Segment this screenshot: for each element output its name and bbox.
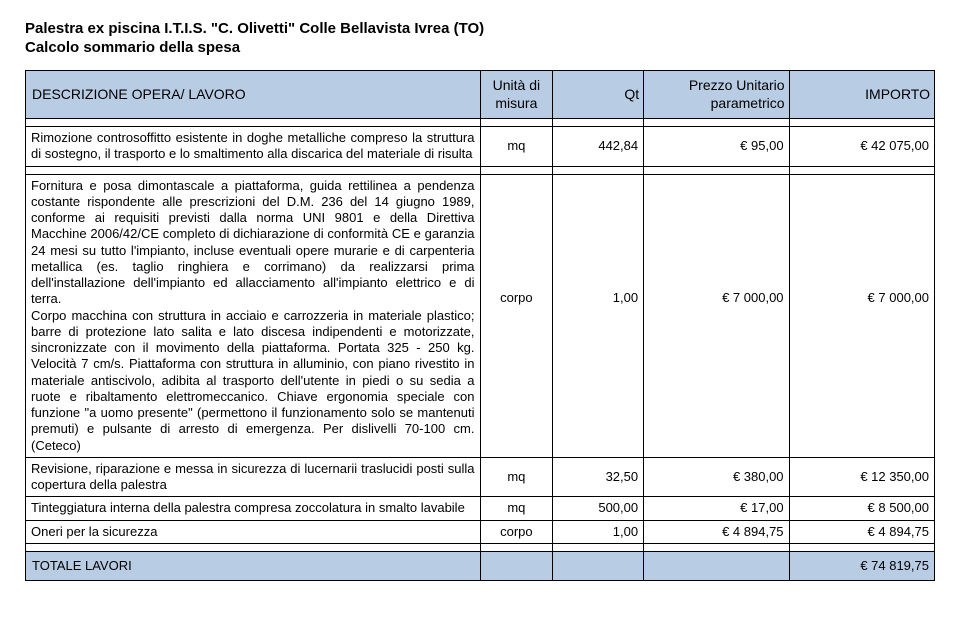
spacer-row xyxy=(26,166,935,174)
cell-desc: Oneri per la sicurezza xyxy=(26,520,481,543)
cell-qt: 500,00 xyxy=(553,497,644,520)
col-imp: IMPORTO xyxy=(789,71,934,119)
cell-unit: mq xyxy=(480,497,553,520)
doc-title: Palestra ex piscina I.T.I.S. "C. Olivett… xyxy=(25,20,935,37)
cell-imp: € 12 350,00 xyxy=(789,457,934,497)
cell-desc: Fornitura e posa dimontascale a piattafo… xyxy=(26,174,481,457)
col-qt: Qt xyxy=(553,71,644,119)
table-row: Oneri per la sicurezza corpo 1,00 € 4 89… xyxy=(26,520,935,543)
cell-price: € 4 894,75 xyxy=(644,520,789,543)
spacer-row xyxy=(26,119,935,127)
table-row: Revisione, riparazione e messa in sicure… xyxy=(26,457,935,497)
cell-qt: 1,00 xyxy=(553,174,644,457)
cell-qt: 32,50 xyxy=(553,457,644,497)
table-row: Tinteggiatura interna della palestra com… xyxy=(26,497,935,520)
spacer-row xyxy=(26,543,935,551)
cell-unit: mq xyxy=(480,127,553,167)
table-row: Fornitura e posa dimontascale a piattafo… xyxy=(26,174,935,457)
cell-qt: 442,84 xyxy=(553,127,644,167)
cell-desc: Revisione, riparazione e messa in sicure… xyxy=(26,457,481,497)
doc-subtitle: Calcolo sommario della spesa xyxy=(25,39,935,56)
col-unit: Unità di misura xyxy=(480,71,553,119)
total-empty xyxy=(644,551,789,580)
cell-imp: € 8 500,00 xyxy=(789,497,934,520)
cell-price: € 17,00 xyxy=(644,497,789,520)
cell-desc: Rimozione controsoffitto esistente in do… xyxy=(26,127,481,167)
col-price-l1: Prezzo Unitario xyxy=(689,77,785,93)
table-row: Rimozione controsoffitto esistente in do… xyxy=(26,127,935,167)
cell-price: € 380,00 xyxy=(644,457,789,497)
cell-price: € 95,00 xyxy=(644,127,789,167)
col-unit-l2: misura xyxy=(495,95,537,111)
col-price-l2: parametrico xyxy=(711,95,785,111)
total-empty xyxy=(553,551,644,580)
cell-imp: € 7 000,00 xyxy=(789,174,934,457)
total-empty xyxy=(480,551,553,580)
total-value: € 74 819,75 xyxy=(789,551,934,580)
col-desc: DESCRIZIONE OPERA/ LAVORO xyxy=(26,71,481,119)
col-unit-l1: Unità di xyxy=(493,77,540,93)
cell-price: € 7 000,00 xyxy=(644,174,789,457)
total-row: TOTALE LAVORI € 74 819,75 xyxy=(26,551,935,580)
cell-unit: corpo xyxy=(480,174,553,457)
cell-imp: € 42 075,00 xyxy=(789,127,934,167)
cell-desc: Tinteggiatura interna della palestra com… xyxy=(26,497,481,520)
cost-table: DESCRIZIONE OPERA/ LAVORO Unità di misur… xyxy=(25,70,935,581)
cell-unit: mq xyxy=(480,457,553,497)
cell-imp: € 4 894,75 xyxy=(789,520,934,543)
col-price: Prezzo Unitario parametrico xyxy=(644,71,789,119)
total-label: TOTALE LAVORI xyxy=(26,551,481,580)
cell-unit: corpo xyxy=(480,520,553,543)
cell-qt: 1,00 xyxy=(553,520,644,543)
table-header: DESCRIZIONE OPERA/ LAVORO Unità di misur… xyxy=(26,71,935,119)
